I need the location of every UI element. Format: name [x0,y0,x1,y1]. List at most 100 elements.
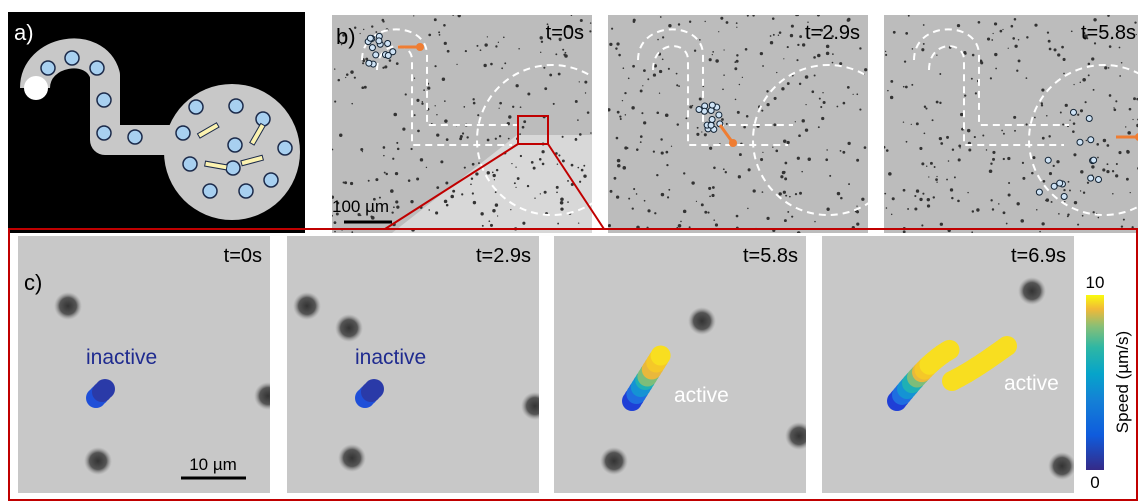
speckle [443,24,446,27]
speckle [382,67,384,69]
speckle [840,150,842,152]
speckle [1107,163,1109,165]
speckle [416,177,419,180]
blob [688,307,716,335]
speckle [463,106,465,108]
speckle [766,90,768,92]
speckle [778,192,781,195]
particle [367,35,373,41]
speckle [490,63,493,66]
speckle [903,121,904,122]
speckle [1064,201,1065,202]
speckle [1003,211,1006,214]
speckle [1067,215,1069,217]
speckle [903,86,905,88]
particle [1077,139,1083,145]
speckle [1001,130,1003,132]
speckle [628,78,630,80]
speckle [795,121,796,122]
speckle [487,36,488,37]
speckle [589,30,591,32]
colorbar-label: Speed (µm/s) [1113,331,1132,433]
speckle [952,148,954,150]
speckle [928,176,929,177]
blob [293,292,321,320]
speckle [494,179,495,180]
arrow-head [416,43,424,51]
speckle [541,150,544,153]
speckle [1106,170,1109,173]
speckle [660,138,662,140]
speckle [541,41,543,43]
speckle [992,151,995,154]
speckle [888,172,892,176]
speckle [919,147,922,150]
speckle [685,117,687,119]
speckle [1013,116,1016,119]
speckle [446,138,449,141]
speckle [344,181,347,184]
speckle [396,142,398,144]
blob [84,447,112,475]
speckle [350,70,353,73]
speckle [662,36,664,38]
speckle [739,153,742,156]
speckle [972,54,975,57]
colorbar-tick-label: 10 [1086,273,1105,292]
speckle [781,87,784,90]
speckle [571,164,574,167]
trajectory-point [95,379,115,399]
speckle [393,113,397,117]
speckle [747,208,749,210]
speckle [508,115,511,118]
speckle [514,182,516,184]
speckle [414,78,415,79]
speckle [553,103,555,105]
speckle [1085,101,1087,103]
speckle [555,53,557,55]
frame-background [554,236,806,493]
speckle [1018,39,1020,41]
speckle [958,158,961,161]
speckle [787,82,790,85]
frame-content [822,236,1076,493]
speckle [712,51,714,53]
speckle [1132,119,1133,120]
speckle [334,221,337,224]
speckle [797,231,801,235]
speckle [1109,45,1112,48]
speckle [436,133,439,136]
speckle [636,148,639,151]
speckle [1109,94,1112,97]
speckle [499,108,500,109]
speckle [581,169,584,172]
speckle [522,126,525,129]
speckle [487,171,490,174]
speckle [642,85,643,86]
speckle [590,22,591,23]
speckle [616,42,619,45]
speckle [677,123,679,125]
speckle [912,48,914,50]
speckle [501,67,503,69]
speckle [1014,45,1017,48]
speckle [632,65,635,68]
speckle [919,198,922,201]
speckle [801,171,803,173]
speckle [1031,172,1034,175]
speckle [560,197,564,201]
speckle [726,21,729,24]
speckle [631,106,634,109]
speckle [864,146,867,149]
speckle [784,162,787,165]
speckle [362,151,363,152]
speckle [832,53,834,55]
speckle [885,51,886,52]
speckle [1130,192,1131,193]
speckle [836,106,838,108]
speckle [516,84,519,87]
speckle [338,79,341,82]
speckle [805,128,808,131]
speckle [709,195,711,197]
speckle [640,90,643,93]
